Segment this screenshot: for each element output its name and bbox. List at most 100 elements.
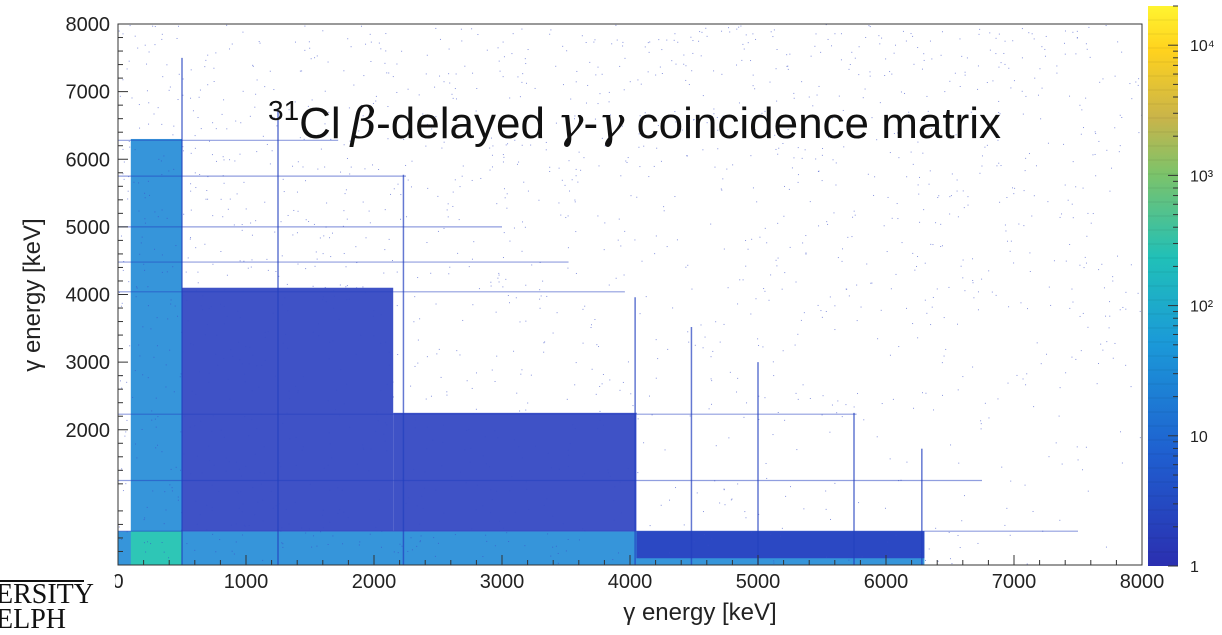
noise-dot: [666, 246, 668, 248]
noise-dot: [489, 147, 491, 149]
noise-dot: [640, 83, 642, 85]
noise-dot: [1081, 109, 1083, 111]
noise-dot: [1022, 378, 1024, 380]
noise-dot: [782, 142, 784, 144]
noise-dot: [446, 394, 448, 396]
noise-dot: [1006, 197, 1008, 199]
noise-dot: [557, 552, 559, 554]
noise-dot: [848, 559, 850, 561]
noise-dot: [136, 287, 138, 289]
noise-dot: [617, 239, 619, 241]
noise-dot: [466, 429, 468, 431]
noise-dot: [925, 559, 927, 561]
noise-dot: [269, 70, 271, 72]
noise-dot: [295, 436, 297, 438]
noise-dot: [1139, 310, 1141, 312]
noise-dot: [208, 140, 210, 142]
noise-dot: [1020, 302, 1022, 304]
noise-dot: [702, 149, 704, 151]
noise-dot: [525, 82, 527, 84]
noise-dot: [247, 267, 249, 269]
noise-dot: [208, 445, 210, 447]
noise-dot: [416, 505, 418, 507]
title-gamma-2: γ: [598, 98, 625, 149]
noise-dot: [331, 457, 333, 459]
noise-dot: [745, 34, 747, 36]
noise-dot: [607, 472, 609, 474]
noise-dot: [334, 409, 336, 411]
noise-dot: [746, 402, 748, 404]
noise-dot: [876, 139, 878, 141]
x-axis-ticks: 0 1000 2000 3000 4000 5000 6000 7000 8000: [112, 555, 1164, 593]
noise-dot: [1125, 364, 1127, 366]
noise-dot: [250, 266, 252, 268]
noise-dot: [742, 279, 744, 281]
noise-dot: [349, 173, 351, 175]
noise-dot: [319, 237, 321, 239]
noise-dot: [318, 335, 320, 337]
noise-dot: [967, 196, 969, 198]
noise-dot: [803, 312, 805, 314]
noise-dot: [1033, 195, 1035, 197]
noise-dot: [516, 163, 518, 165]
noise-dot: [808, 96, 810, 98]
noise-dot: [1076, 446, 1078, 448]
noise-dot: [957, 216, 959, 218]
noise-dot: [764, 290, 766, 292]
noise-dot: [273, 117, 275, 119]
noise-dot: [128, 281, 130, 283]
noise-dot: [525, 63, 527, 65]
noise-dot: [308, 41, 310, 43]
noise-dot: [248, 524, 250, 526]
noise-dot: [917, 47, 919, 49]
noise-dot: [413, 321, 415, 323]
noise-dot: [752, 187, 754, 189]
noise-dot: [687, 114, 689, 116]
noise-dot: [886, 251, 888, 253]
noise-dot: [1137, 292, 1139, 294]
noise-dot: [316, 545, 318, 547]
noise-dot: [1129, 83, 1131, 85]
noise-dot: [752, 74, 754, 76]
noise-dot: [786, 54, 788, 56]
noise-dot: [1056, 72, 1058, 74]
noise-dot: [397, 354, 399, 356]
noise-dot: [878, 35, 880, 37]
noise-dot: [829, 296, 831, 298]
noise-dot: [644, 112, 646, 114]
noise-dot: [825, 24, 827, 26]
noise-dot: [766, 477, 768, 479]
noise-dot: [1000, 165, 1002, 167]
noise-dot: [1072, 301, 1074, 303]
noise-dot: [355, 353, 357, 355]
noise-dot: [1036, 342, 1038, 344]
noise-dot: [434, 86, 436, 88]
noise-dot: [1080, 133, 1082, 135]
noise-dot: [585, 102, 587, 104]
noise-dot: [480, 177, 482, 179]
noise-dot: [661, 72, 663, 74]
noise-dot: [505, 278, 507, 280]
noise-dot: [707, 544, 709, 546]
noise-dot: [1026, 563, 1028, 565]
noise-dot: [297, 392, 299, 394]
noise-dot: [215, 160, 217, 162]
noise-dot: [594, 39, 596, 41]
noise-dot: [1044, 55, 1046, 57]
x-tick-label: 3000: [480, 571, 525, 593]
noise-dot: [912, 323, 914, 325]
noise-dot: [264, 359, 266, 361]
noise-dot: [578, 539, 580, 541]
noise-dot: [484, 436, 486, 438]
noise-dot: [795, 281, 797, 283]
noise-dot: [419, 541, 421, 543]
noise-dot: [566, 398, 568, 400]
noise-dot: [508, 541, 510, 543]
noise-dot: [827, 38, 829, 40]
noise-dot: [677, 117, 679, 119]
noise-dot: [455, 98, 457, 100]
noise-dot: [899, 118, 901, 120]
noise-dot: [842, 248, 844, 250]
noise-dot: [166, 217, 168, 219]
noise-dot: [364, 168, 366, 170]
